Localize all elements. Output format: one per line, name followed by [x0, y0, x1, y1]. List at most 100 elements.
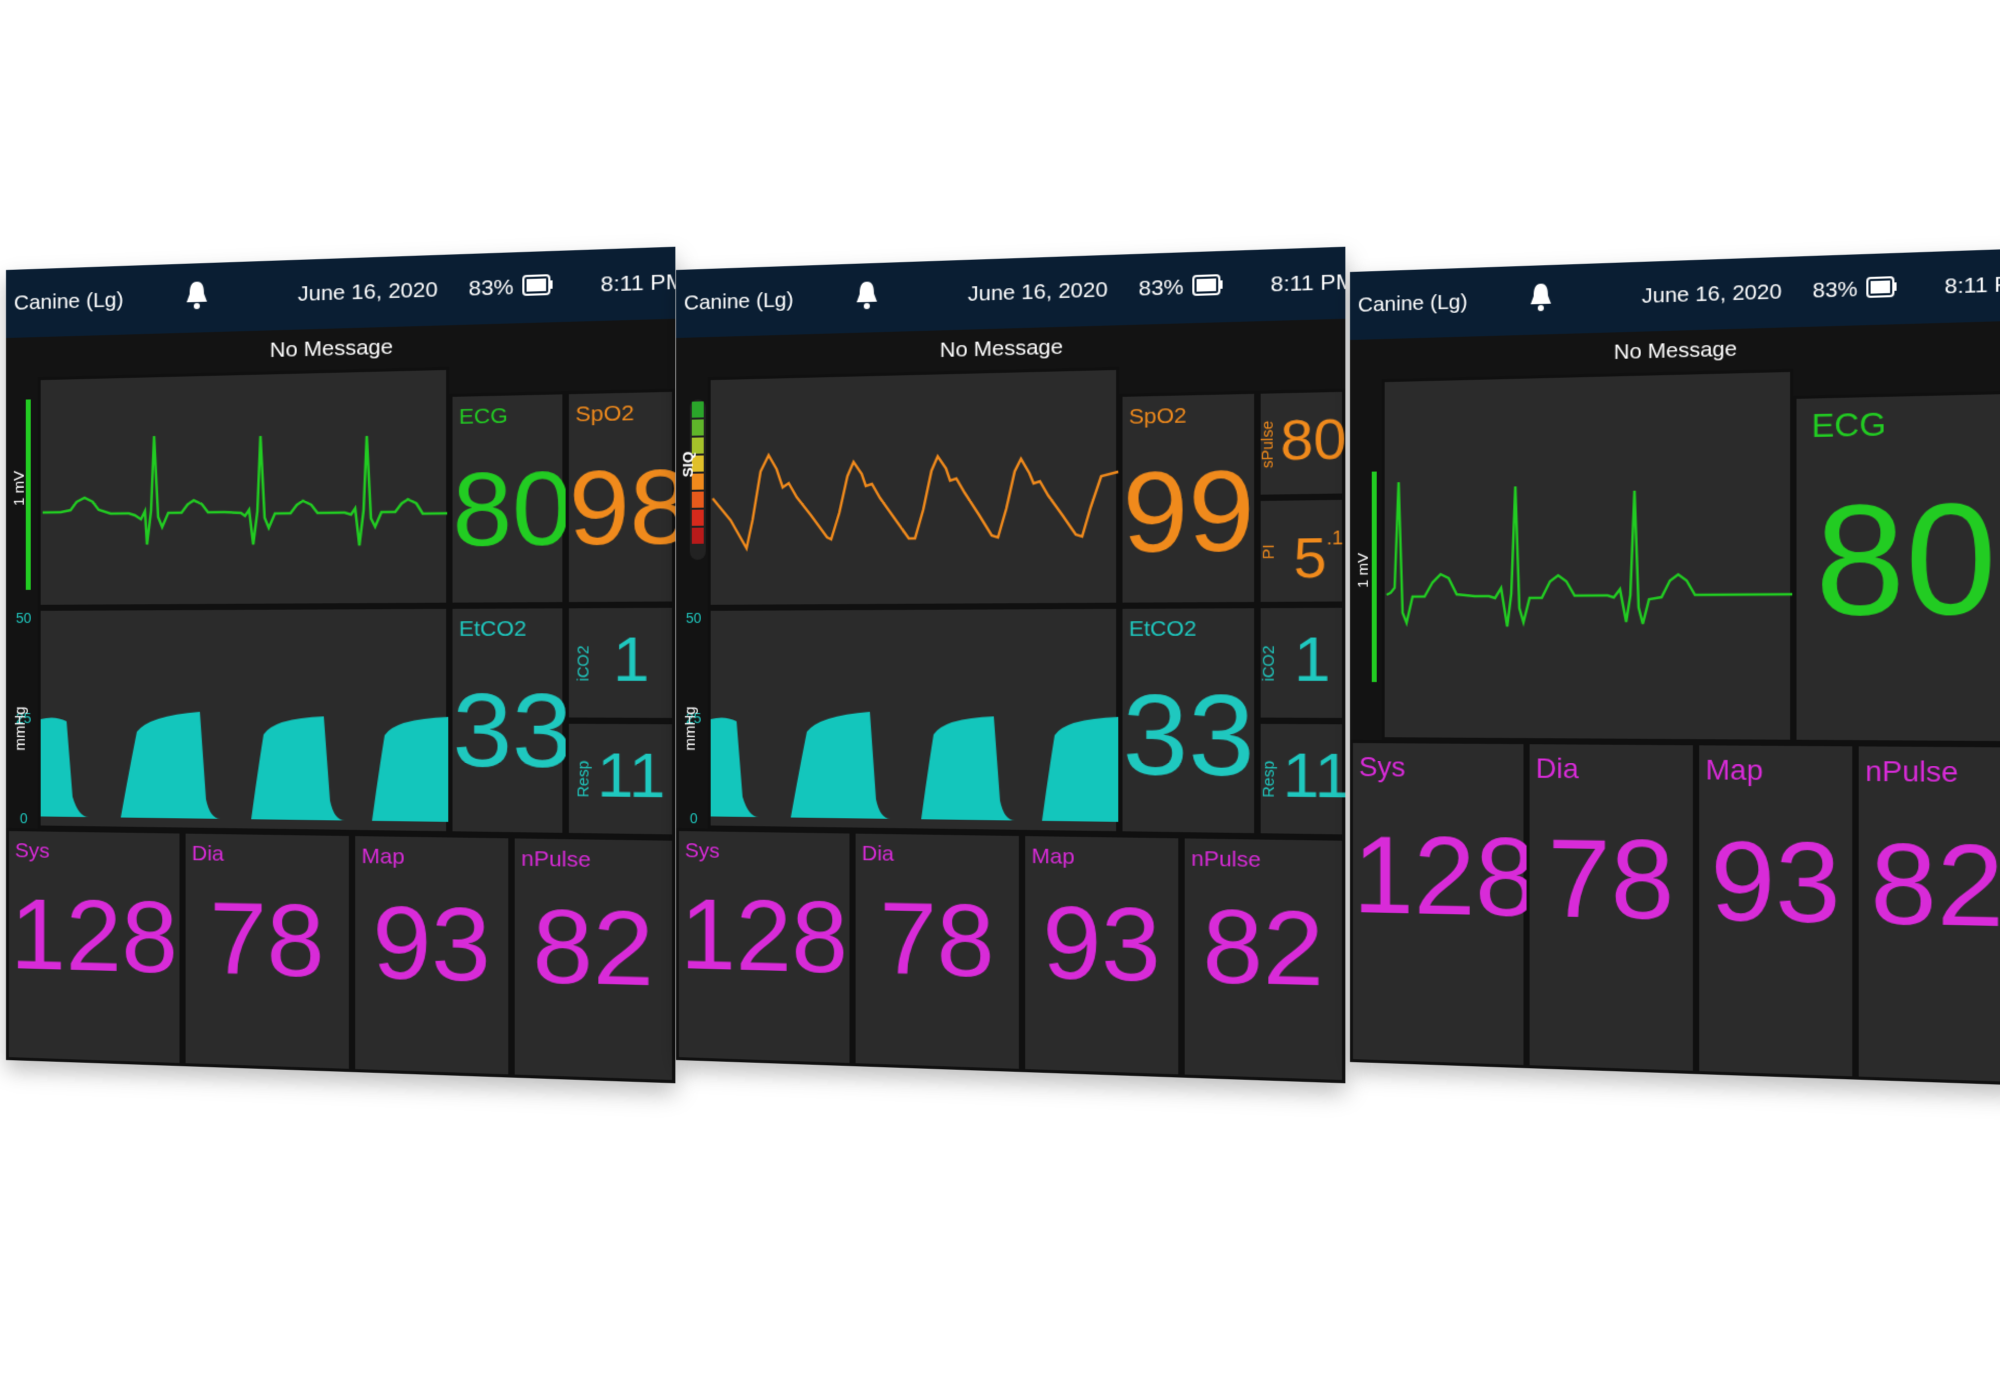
pleth-waveform-panel[interactable] — [708, 367, 1120, 608]
ico2-tile[interactable]: iCO2 1 — [566, 605, 676, 721]
resp-value: 11 — [591, 739, 672, 813]
date-label: June 16, 2020 — [968, 278, 1108, 307]
ecg-label: ECG — [1811, 405, 1886, 445]
co2-waveform — [41, 609, 453, 838]
npulse-label: nPulse — [1865, 755, 1958, 789]
co2-axis-bottom: 0 — [20, 810, 28, 826]
resp-tile[interactable]: Resp 11 — [1257, 721, 1345, 838]
map-value: 93 — [1025, 884, 1178, 1007]
bell-icon[interactable] — [1529, 281, 1554, 312]
etco2-value: 33 — [453, 671, 563, 792]
battery-icon — [1192, 274, 1222, 296]
dia-label: Dia — [1536, 752, 1579, 785]
siq-indicator — [690, 399, 706, 560]
ecg-scale-bar — [1372, 472, 1377, 682]
sys-tile[interactable]: Sys 128 — [6, 828, 183, 1066]
co2-unit-label: mmHg — [682, 706, 699, 750]
co2-waveform-panel[interactable] — [708, 606, 1120, 835]
species-label[interactable]: Canine (Lg) — [684, 288, 794, 316]
map-tile[interactable]: Map 93 — [352, 833, 511, 1078]
spo2-value: 99 — [1123, 444, 1255, 578]
etco2-label: EtCO2 — [1129, 617, 1197, 642]
map-tile[interactable]: Map 93 — [1022, 833, 1181, 1078]
pi-value: 5 — [1294, 525, 1327, 591]
spulse-label: sPulse — [1259, 421, 1278, 469]
ico2-value: 1 — [1283, 623, 1342, 696]
etco2-tile[interactable]: EtCO2 33 — [1119, 605, 1257, 836]
bell-icon[interactable] — [855, 279, 880, 310]
dia-value: 78 — [856, 880, 1019, 1002]
ico2-label: iCO2 — [1259, 645, 1278, 681]
npulse-tile[interactable]: nPulse 82 — [511, 835, 675, 1083]
npulse-label: nPulse — [1191, 847, 1261, 873]
ecg-value: 80 — [453, 449, 563, 571]
species-label[interactable]: Canine (Lg) — [14, 288, 124, 316]
monitor-screen-ecg-spo2-co2: Canine (Lg) June 16, 2020 83% 8:11 PM No… — [6, 247, 675, 1084]
ecg-tile[interactable]: ECG 80 — [449, 391, 565, 606]
pi-decimal: .1 — [1327, 527, 1344, 549]
ecg-value: 80 — [1797, 468, 2000, 651]
co2-waveform — [711, 609, 1123, 838]
spulse-tile[interactable]: sPulse 80 — [1257, 389, 1345, 498]
co2-waveform-panel[interactable] — [38, 606, 450, 835]
sys-value: 128 — [679, 877, 850, 997]
spo2-label: SpO2 — [575, 401, 634, 427]
battery-percent: 83% — [1813, 277, 1858, 303]
map-label: Map — [1705, 754, 1762, 788]
bell-icon[interactable] — [185, 279, 210, 310]
time-label: 8:11 PM — [1945, 272, 2000, 300]
etco2-label: EtCO2 — [459, 617, 527, 642]
ecg-waveform-panel[interactable] — [38, 367, 450, 608]
sys-label: Sys — [685, 839, 720, 864]
sys-label: Sys — [1359, 751, 1405, 783]
species-label[interactable]: Canine (Lg) — [1358, 290, 1468, 318]
battery-icon — [1866, 276, 1896, 298]
monitor-screen-ecg-large: Canine (Lg) June 16, 2020 83% 8:11 PM No… — [1350, 249, 2000, 1086]
pi-tile[interactable]: PI 5 .1 — [1257, 497, 1345, 605]
dia-tile[interactable]: Dia 78 — [183, 831, 353, 1072]
co2-axis-bottom: 0 — [690, 810, 698, 826]
ecg-tile[interactable]: ECG 80 — [1793, 391, 2000, 745]
dia-value: 78 — [1530, 813, 1693, 946]
sys-label: Sys — [15, 839, 50, 864]
time-label: 8:11 PM — [1271, 270, 1346, 298]
map-tile[interactable]: Map 93 — [1696, 742, 1855, 1079]
etco2-tile[interactable]: EtCO2 33 — [449, 605, 565, 836]
spo2-label: SpO2 — [1129, 404, 1187, 430]
sys-value: 128 — [9, 877, 180, 997]
battery-percent: 83% — [469, 275, 514, 301]
ecg-waveform — [41, 370, 453, 611]
monitor-screen-spo2-pleth: Canine (Lg) June 16, 2020 83% 8:11 PM No… — [676, 247, 1345, 1084]
npulse-label: nPulse — [521, 847, 591, 873]
ecg-label: ECG — [459, 404, 508, 430]
time-label: 8:11 PM — [601, 270, 676, 298]
map-label: Map — [361, 844, 404, 870]
resp-label: Resp — [1260, 761, 1279, 798]
map-value: 93 — [1699, 815, 1852, 950]
date-label: June 16, 2020 — [1642, 280, 1782, 309]
pi-label: PI — [1259, 544, 1278, 559]
npulse-value: 82 — [515, 886, 672, 1011]
ico2-tile[interactable]: iCO2 1 — [1257, 605, 1345, 721]
map-label: Map — [1031, 844, 1074, 870]
etco2-value: 33 — [1123, 669, 1255, 803]
resp-value: 11 — [1283, 739, 1342, 812]
spo2-tile[interactable]: SpO2 98 — [566, 389, 676, 606]
dia-label: Dia — [192, 842, 224, 867]
ico2-value: 1 — [591, 623, 672, 696]
resp-tile[interactable]: Resp 11 — [566, 721, 676, 838]
ecg-waveform-panel[interactable] — [1382, 369, 1794, 743]
sys-tile[interactable]: Sys 128 — [676, 828, 853, 1066]
npulse-tile[interactable]: nPulse 82 — [1181, 835, 1345, 1083]
sys-tile[interactable]: Sys 128 — [1350, 740, 1527, 1068]
ecg-waveform — [1385, 372, 1797, 746]
spo2-tile[interactable]: SpO2 99 — [1119, 391, 1257, 606]
npulse-value: 82 — [1185, 886, 1342, 1011]
date-label: June 16, 2020 — [298, 278, 438, 307]
ecg-scale-label: 1 mV — [11, 471, 28, 506]
dia-tile[interactable]: Dia 78 — [1527, 741, 1697, 1074]
dia-tile[interactable]: Dia 78 — [853, 831, 1023, 1072]
ico2-label: iCO2 — [574, 645, 593, 681]
npulse-tile[interactable]: nPulse 82 — [1855, 743, 2000, 1085]
spulse-value: 80 — [1280, 407, 1342, 474]
